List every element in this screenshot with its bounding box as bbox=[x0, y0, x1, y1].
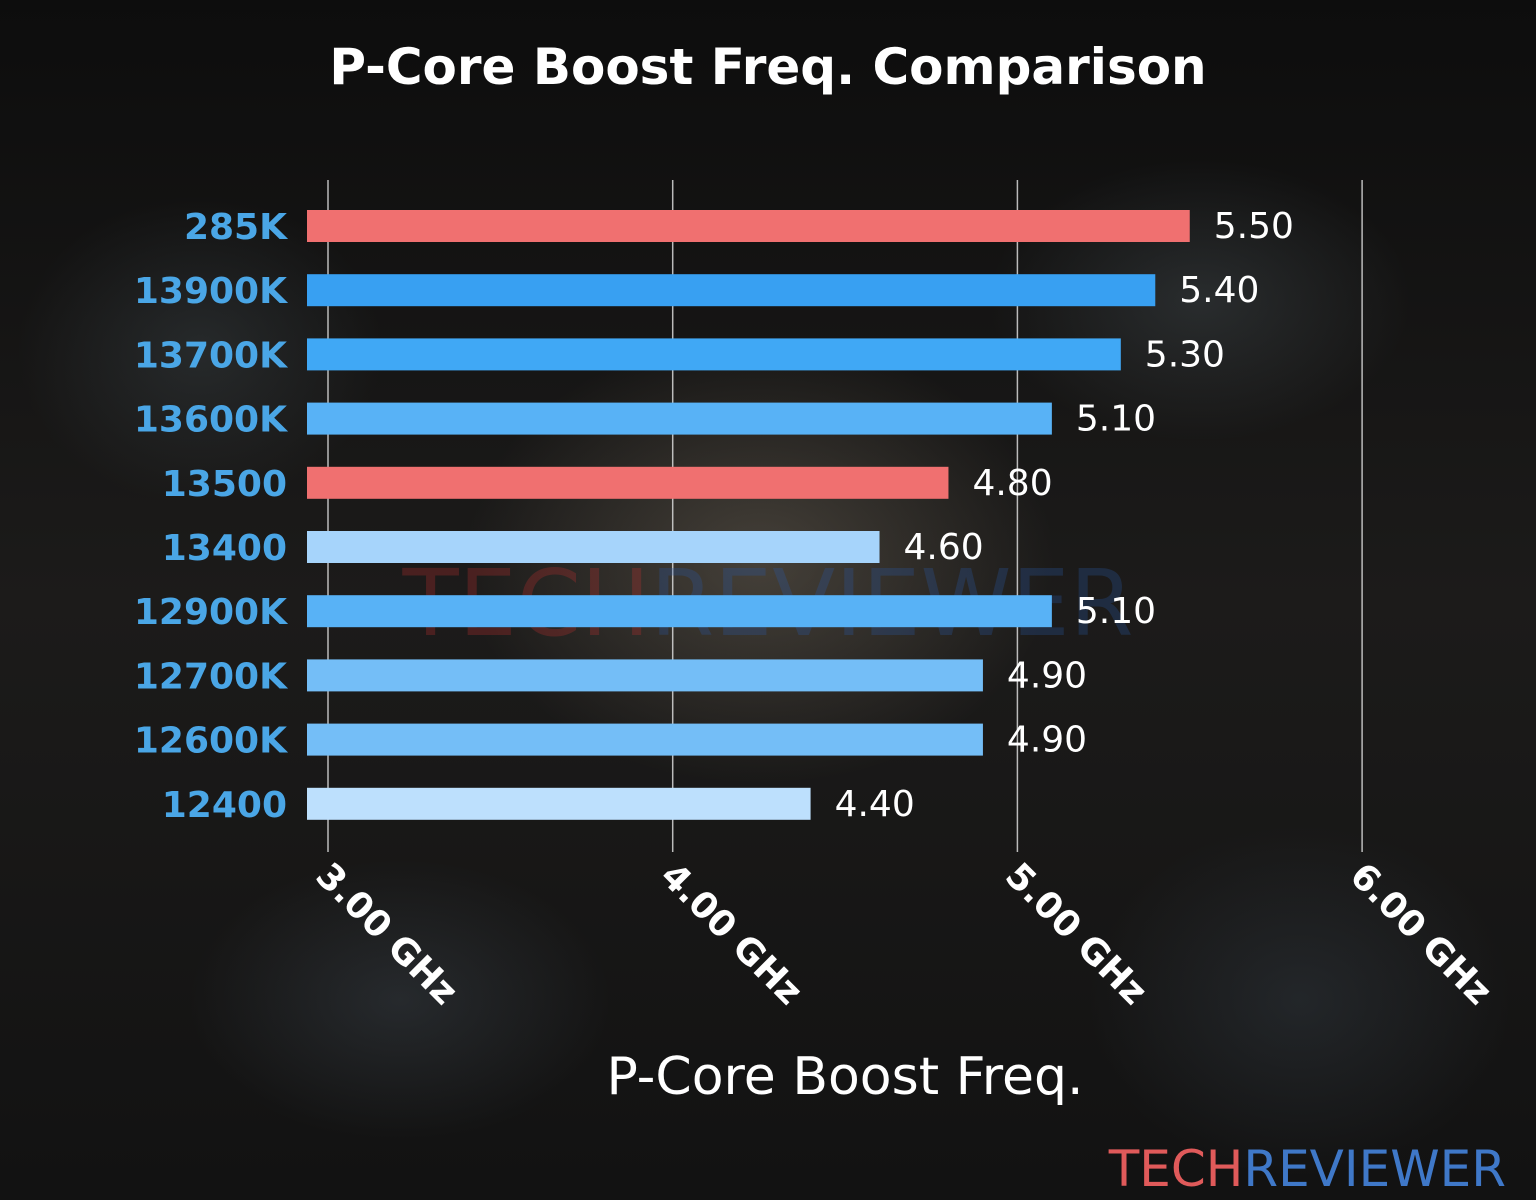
category-label: 13900K bbox=[134, 271, 288, 312]
value-label: 4.40 bbox=[835, 784, 915, 825]
bars: 285K 5.50 13900K 5.40 13700K 5.30 13600K 5.10 13… bbox=[134, 206, 1294, 826]
x-axis-label: P-Core Boost Freq. bbox=[606, 1047, 1083, 1107]
value-label: 4.90 bbox=[1007, 720, 1087, 761]
bar bbox=[307, 659, 983, 692]
value-label: 5.10 bbox=[1076, 591, 1156, 632]
value-label: 5.50 bbox=[1214, 206, 1294, 247]
bar bbox=[307, 210, 1190, 242]
category-label: 13700K bbox=[134, 335, 288, 376]
category-label: 12700K bbox=[134, 656, 288, 697]
bar bbox=[307, 723, 983, 756]
category-label: 13600K bbox=[134, 400, 288, 441]
category-label: 12900K bbox=[134, 592, 288, 633]
x-tick-label: 3.00 GHz bbox=[308, 855, 466, 1013]
watermark-logo: TECHREVIEWER bbox=[1108, 1140, 1506, 1198]
value-label: 4.80 bbox=[972, 463, 1052, 504]
bar bbox=[307, 466, 949, 499]
value-label: 5.30 bbox=[1145, 334, 1225, 375]
x-tick-label: 4.00 GHz bbox=[652, 855, 810, 1013]
category-label: 12600K bbox=[134, 721, 288, 762]
chart-title: P-Core Boost Freq. Comparison bbox=[329, 38, 1206, 96]
x-tick-label: 6.00 GHz bbox=[1342, 855, 1500, 1013]
bar bbox=[307, 274, 1156, 307]
bar bbox=[307, 338, 1121, 371]
bar bbox=[307, 531, 880, 563]
value-label: 5.10 bbox=[1076, 399, 1156, 440]
value-label: 4.60 bbox=[904, 527, 984, 568]
value-label: 4.90 bbox=[1007, 655, 1087, 696]
bar bbox=[307, 402, 1052, 435]
category-label: 12400 bbox=[162, 785, 287, 826]
value-label: 5.40 bbox=[1179, 270, 1259, 311]
bar bbox=[307, 787, 811, 820]
x-tick-label: 5.00 GHz bbox=[997, 855, 1155, 1013]
category-label: 13500 bbox=[162, 464, 287, 505]
x-tick-labels: 3.00 GHz 4.00 GHz 5.00 GHz 6.00 GHz bbox=[308, 855, 1500, 1013]
category-label: 285K bbox=[184, 207, 288, 248]
category-label: 13400 bbox=[162, 528, 287, 569]
bar bbox=[307, 595, 1052, 628]
